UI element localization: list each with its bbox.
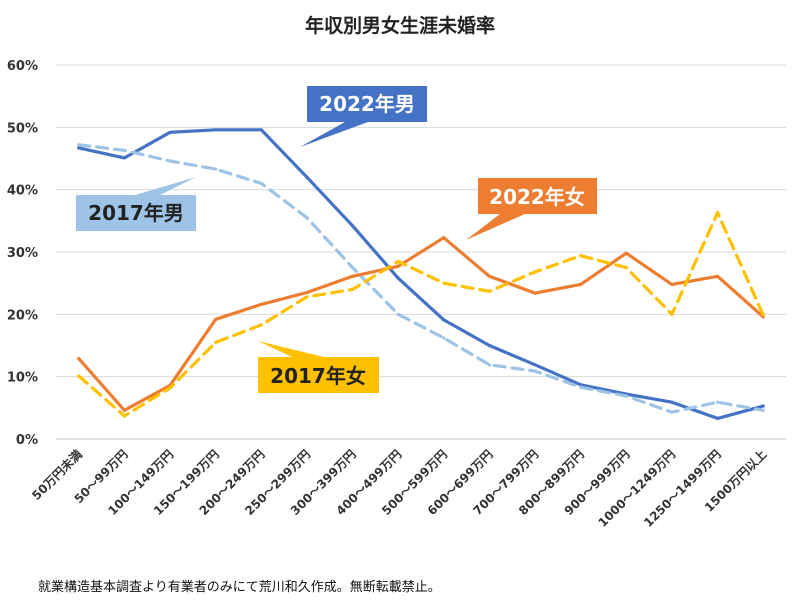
data-point [533, 369, 537, 373]
data-point [350, 287, 355, 291]
data-point [624, 265, 628, 270]
data-point [259, 181, 263, 186]
data-point [214, 167, 218, 171]
callout-2022-male: 2022年男 [300, 86, 427, 147]
data-point [533, 270, 537, 274]
data-point [77, 356, 81, 361]
data-point [715, 416, 720, 421]
callout-2017-male: 2017年男 [76, 177, 196, 231]
data-point [168, 159, 172, 163]
data-point [168, 130, 172, 134]
data-point [350, 265, 355, 270]
data-point [168, 386, 172, 390]
series-line-0 [77, 128, 765, 420]
data-point [442, 281, 446, 285]
callout-2017-male-shape [76, 177, 196, 231]
data-point [77, 146, 81, 150]
data-point [214, 317, 218, 321]
series-line-2 [77, 236, 765, 412]
data-point [579, 282, 583, 287]
data-point [761, 313, 765, 317]
data-point [396, 276, 400, 280]
data-point [305, 216, 309, 220]
series-line-1 [77, 143, 765, 414]
data-point [259, 302, 263, 306]
callout-2022-female-shape [466, 178, 597, 240]
callout-2022-male-label: 2022年男 [319, 92, 415, 116]
x-tick-label: 1000～1249万円 [595, 447, 678, 530]
data-point [305, 175, 309, 179]
data-point [579, 385, 583, 389]
y-tick-label: 0% [16, 433, 38, 448]
callout-2022-female-label: 2022年女 [489, 185, 585, 209]
footnote: 就業構造基本調査より有業者のみにて荒川和久作成。無断転載禁止。 [38, 580, 441, 595]
data-point [442, 318, 446, 322]
data-point [442, 336, 446, 340]
data-point [305, 295, 309, 299]
x-axis-ticks: 50万円未満50～99万円100～149万円150～199万円200～249万円… [29, 447, 770, 530]
data-point [487, 274, 492, 278]
data-point [487, 343, 492, 348]
data-point [487, 289, 492, 293]
data-point [579, 254, 583, 258]
data-point [533, 291, 537, 295]
data-point [396, 259, 400, 263]
data-point [122, 148, 127, 152]
callout-2022-female: 2022年女 [466, 178, 597, 240]
callout-2017-female: 2017年女 [258, 341, 379, 393]
x-tick-label: 1250～1499万円 [641, 447, 724, 530]
y-tick-label: 40% [7, 184, 38, 199]
data-point [487, 363, 492, 367]
data-point [214, 128, 218, 132]
data-point [761, 408, 765, 412]
data-point [670, 282, 674, 287]
data-point [670, 312, 674, 316]
data-point [350, 224, 355, 228]
data-point [670, 410, 674, 414]
data-point [122, 408, 127, 412]
data-point [77, 374, 81, 378]
data-point [715, 274, 720, 278]
data-point [350, 274, 355, 278]
data-point [214, 340, 218, 344]
y-tick-label: 30% [7, 246, 38, 261]
data-point [122, 156, 127, 160]
data-point [761, 404, 765, 408]
series-lines [77, 128, 765, 421]
data-point [305, 290, 309, 295]
chart-title: 年収別男女生涯未婚率 [305, 14, 495, 37]
data-point [396, 264, 400, 268]
data-point [624, 251, 628, 255]
y-tick-label: 20% [7, 308, 38, 323]
data-point [624, 394, 628, 398]
y-axis-ticks: 0% 10% 20% 30% 40% 50% 60% [7, 59, 38, 448]
y-tick-label: 10% [7, 371, 38, 386]
data-point [670, 400, 674, 404]
callout-2017-female-label: 2017年女 [270, 364, 366, 388]
data-point [579, 383, 583, 387]
data-point [396, 312, 400, 316]
data-point [442, 236, 446, 240]
data-point [715, 400, 720, 404]
y-tick-label: 60% [7, 59, 38, 74]
callout-2022-male-shape [300, 86, 427, 147]
callout-2017-female-shape [258, 341, 379, 393]
data-point [122, 414, 127, 418]
data-point [715, 211, 720, 215]
callout-2017-male-label: 2017年男 [88, 201, 184, 225]
data-point [533, 363, 537, 367]
y-tick-label: 50% [7, 121, 38, 136]
data-point [77, 143, 81, 147]
data-point [259, 128, 263, 132]
series-line-3 [77, 211, 765, 418]
data-point [259, 323, 263, 327]
